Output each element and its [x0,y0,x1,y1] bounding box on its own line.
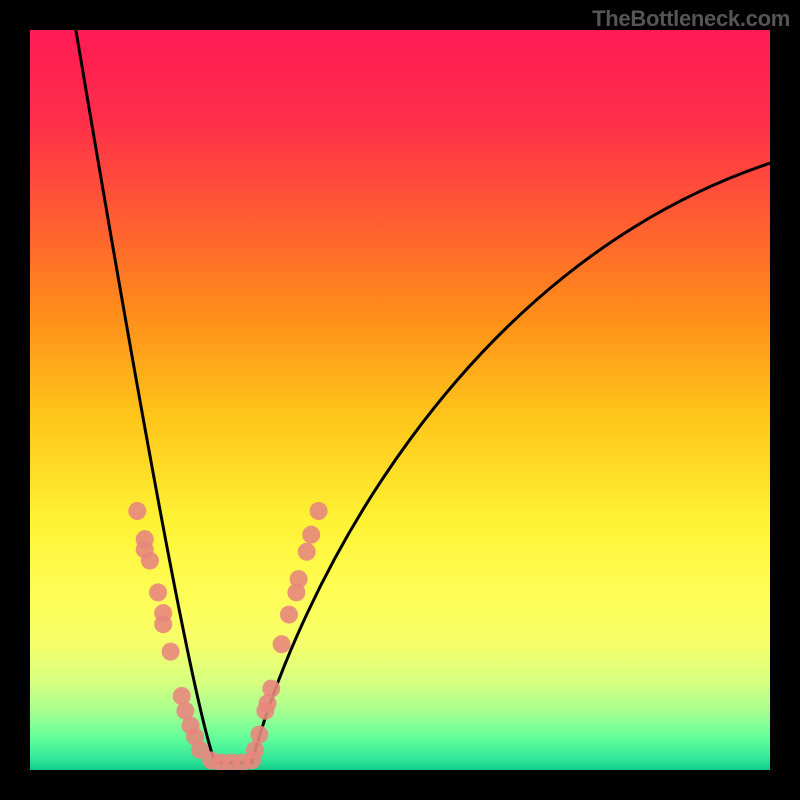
marker-point [262,680,280,698]
marker-point [246,741,264,759]
marker-point [280,606,298,624]
marker-point [298,543,316,561]
marker-point [149,583,167,601]
marker-point [273,635,291,653]
watermark-text: TheBottleneck.com [592,6,790,32]
marker-point [154,615,172,633]
chart-svg [0,0,800,800]
chart-root: TheBottleneck.com [0,0,800,800]
marker-point [310,502,328,520]
marker-point [250,725,268,743]
marker-point [128,502,146,520]
marker-point [290,570,308,588]
marker-point [141,552,159,570]
marker-point [162,643,180,661]
marker-point [302,526,320,544]
